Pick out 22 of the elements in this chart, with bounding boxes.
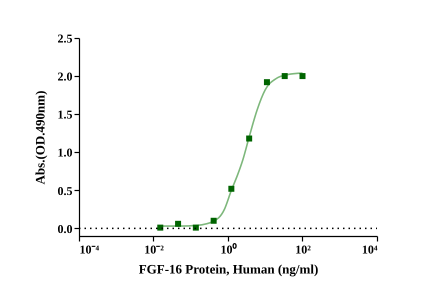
x-tick-label: 10⁰ (220, 242, 238, 256)
y-tick-label: 2.5 (58, 32, 72, 46)
point (264, 79, 270, 86)
y-tick-label: 0.5 (58, 184, 72, 198)
point (228, 186, 234, 192)
point (192, 224, 199, 231)
x-tick-label: 10⁴ (362, 242, 378, 256)
point (246, 136, 252, 142)
x-tick-label: 10² (295, 242, 312, 256)
x-axis-title: FGF-16 Protein, Human (ng/ml) (138, 262, 318, 276)
point (300, 73, 306, 80)
point (210, 218, 217, 224)
y-tick-label: 0.0 (58, 222, 72, 236)
point (157, 224, 164, 231)
x-tick-label: 10⁻⁴ (80, 242, 100, 256)
x-tick-label: 10⁻² (144, 242, 164, 256)
point (175, 220, 182, 227)
point (282, 73, 288, 80)
y-axis-title: Abs.(OD.490nm) (32, 90, 48, 184)
y-tick-label: 2.0 (58, 70, 72, 84)
y-tick-label: 1.0 (58, 146, 72, 160)
y-tick-label: 1.5 (58, 108, 72, 122)
